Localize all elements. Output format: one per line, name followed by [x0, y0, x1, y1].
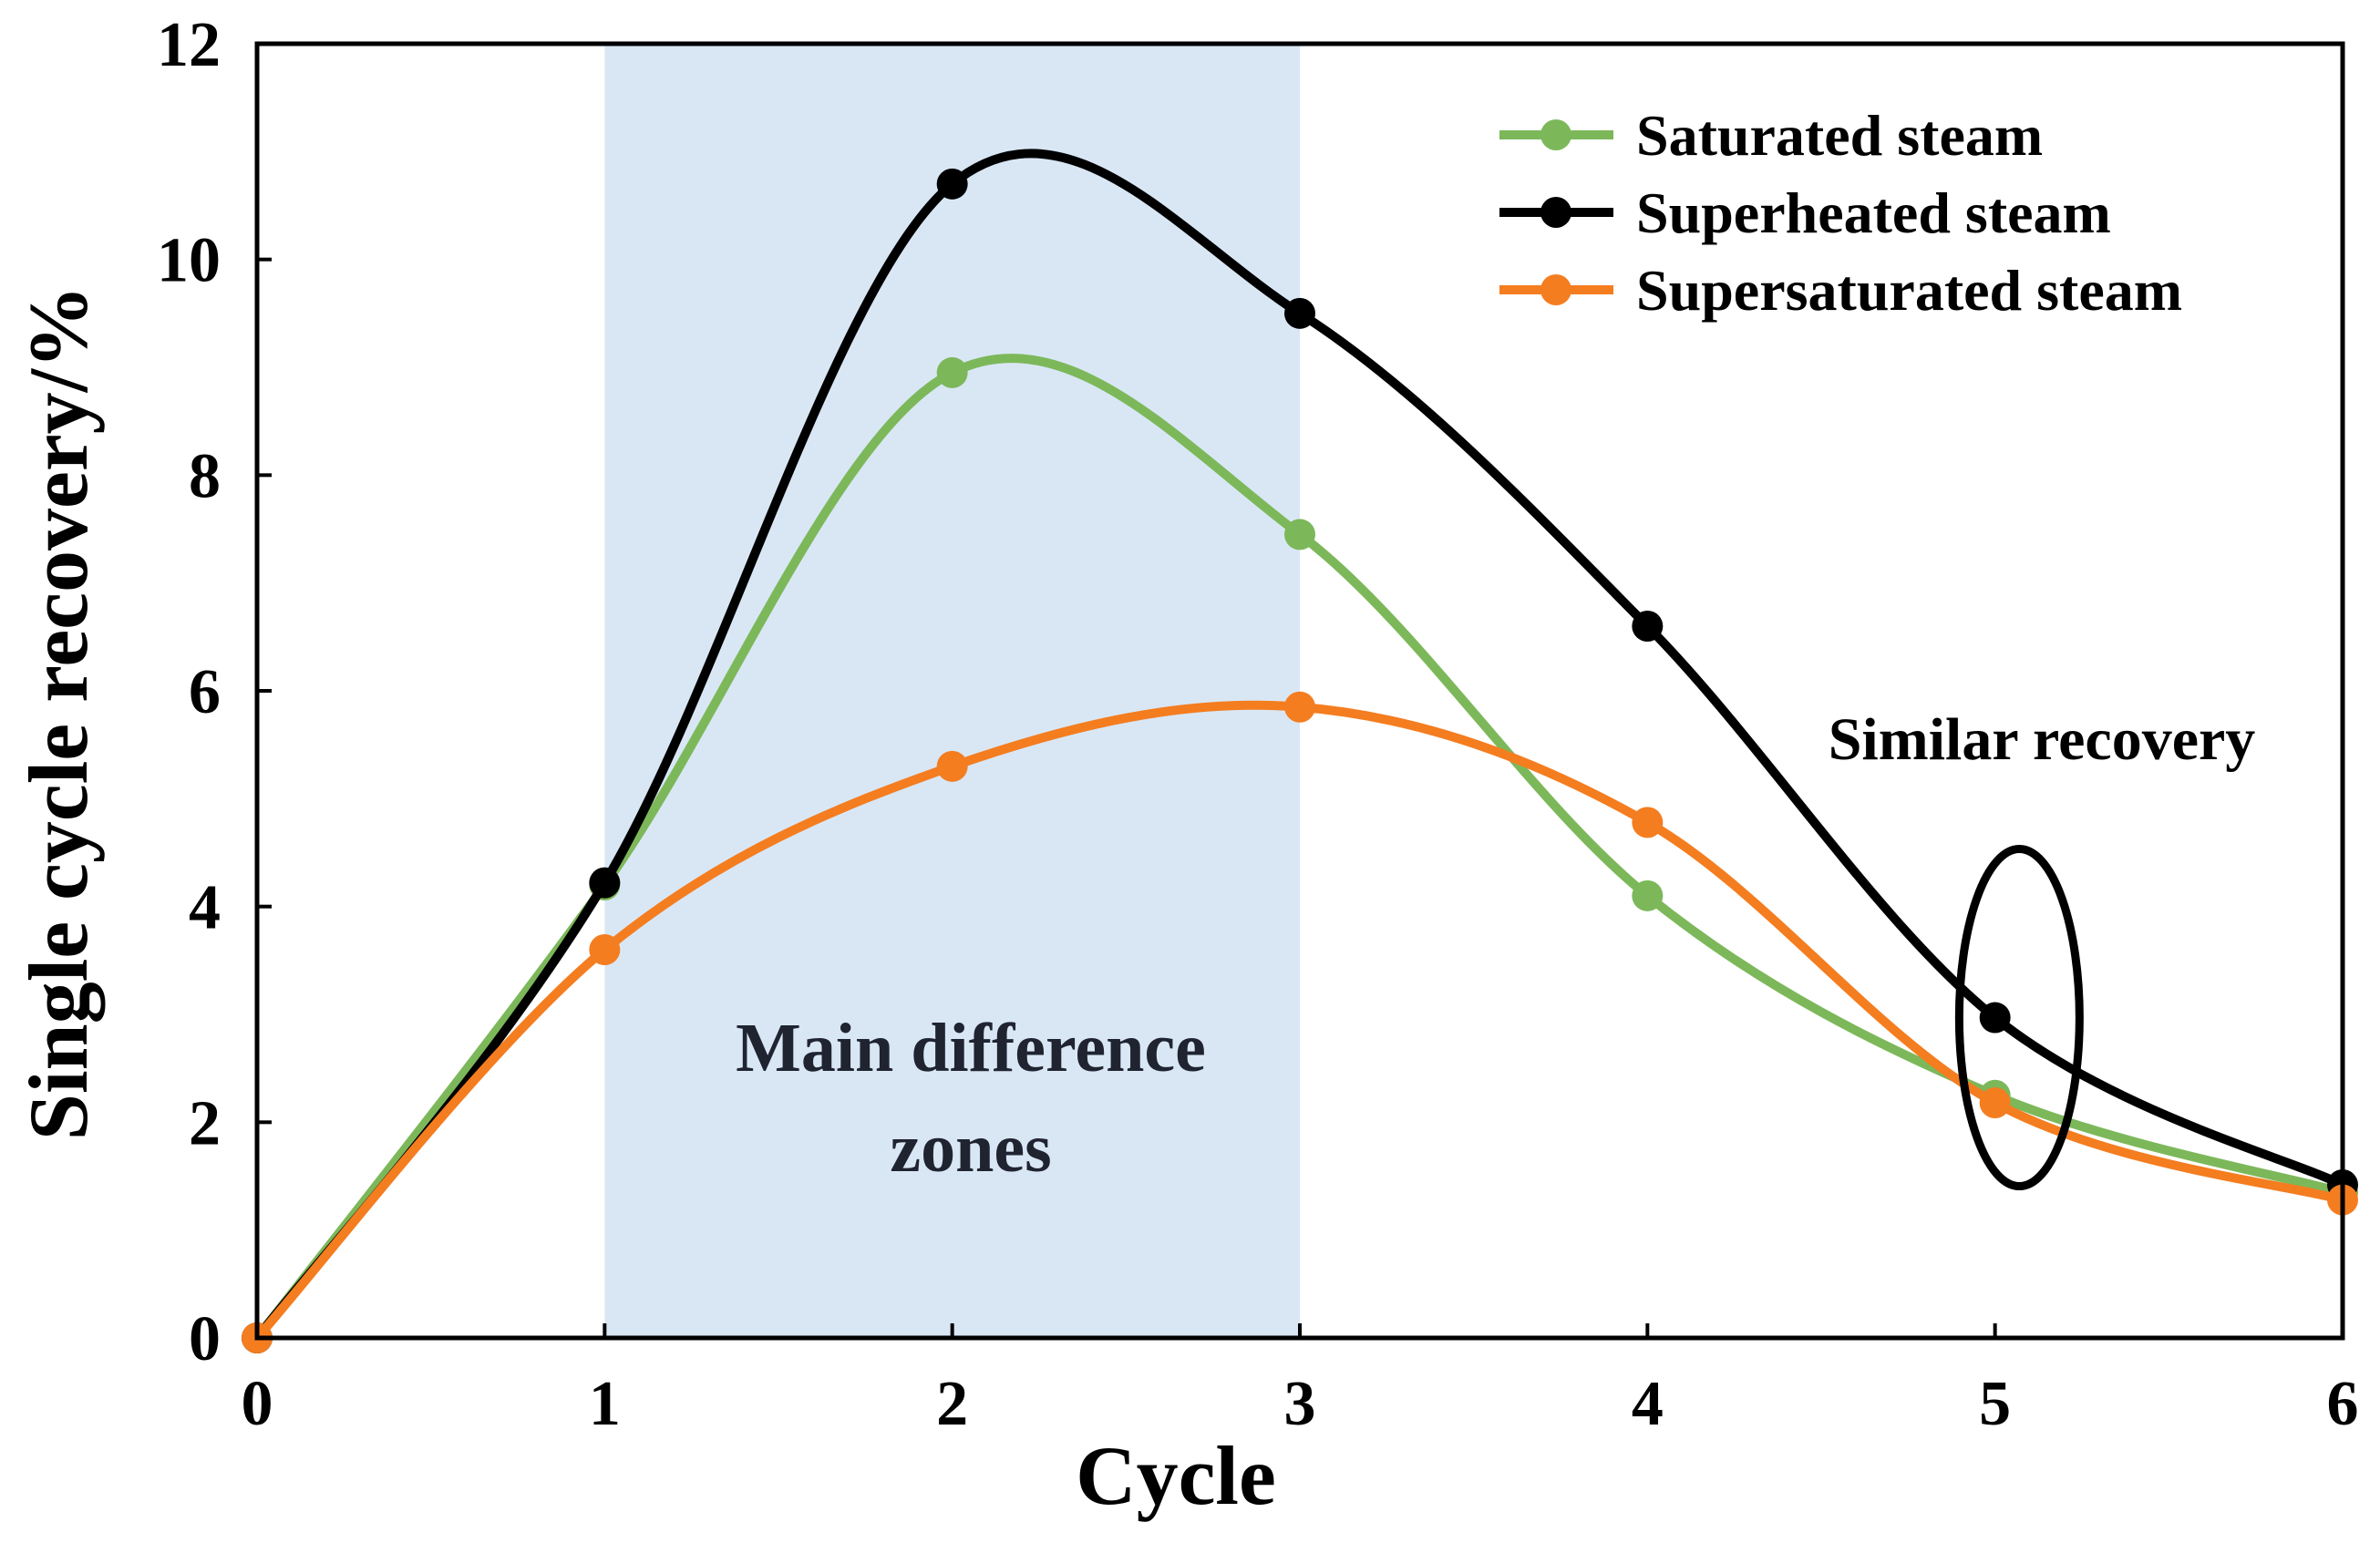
data-point [1632, 807, 1664, 838]
similar-recovery-ellipse [1954, 845, 2084, 1191]
x-tick-label: 1 [589, 1369, 621, 1439]
y-tick-label: 12 [157, 10, 221, 80]
x-tick-label: 3 [1284, 1369, 1316, 1439]
y-tick-label: 8 [189, 441, 221, 511]
data-point [1632, 611, 1664, 642]
data-point [936, 750, 968, 782]
data-point [936, 356, 968, 388]
legend-item-superheated: Superheated steam [1499, 180, 2111, 245]
data-point [1632, 880, 1664, 911]
data-point [1284, 691, 1315, 723]
x-tick-label: 2 [936, 1369, 968, 1439]
legend-marker [1540, 197, 1571, 228]
legend-marker [1540, 119, 1571, 150]
y-tick-labels: 0 2 4 6 8 10 12 [157, 10, 221, 1374]
x-tick-label: 6 [2327, 1369, 2359, 1439]
data-point [1979, 1087, 2011, 1119]
y-tick-label: 0 [189, 1304, 221, 1374]
data-point [1284, 297, 1315, 329]
y-tick-label: 4 [189, 873, 221, 943]
data-point [589, 934, 621, 965]
x-tick-label: 5 [1979, 1369, 2011, 1439]
legend-label: Supersaturated steam [1636, 258, 2182, 323]
x-tick-label: 4 [1632, 1369, 1664, 1439]
x-tick-labels: 0 1 2 3 4 5 6 [242, 1369, 2359, 1439]
legend-label: Superheated steam [1636, 180, 2111, 245]
legend-marker [1540, 274, 1571, 305]
similar-recovery-label: Similar recovery [1829, 706, 2256, 773]
legend-item-supersaturated: Supersaturated steam [1499, 258, 2182, 323]
x-axis-title: Cycle [1076, 1429, 1276, 1522]
x-tick-label: 0 [242, 1369, 273, 1439]
data-point [1979, 1002, 2011, 1034]
data-point [936, 168, 968, 200]
plot-frame [254, 41, 2345, 1341]
y-tick-label: 10 [157, 226, 221, 296]
main-difference-label-line1: Main difference [736, 1010, 1206, 1086]
main-difference-label-line2: zones [890, 1110, 1051, 1187]
y-axis-title: Single cycle recovery/% [12, 285, 105, 1140]
legend: Saturated steam Superheated steam Supers… [1499, 103, 2182, 323]
series-supersaturated-steam [242, 691, 2358, 1353]
data-point [589, 867, 621, 899]
legend-label: Saturated steam [1636, 103, 2043, 168]
y-tick-label: 6 [189, 657, 221, 727]
y-tick-label: 2 [189, 1088, 221, 1158]
data-point [1284, 519, 1315, 550]
legend-item-saturated: Saturated steam [1499, 103, 2043, 168]
